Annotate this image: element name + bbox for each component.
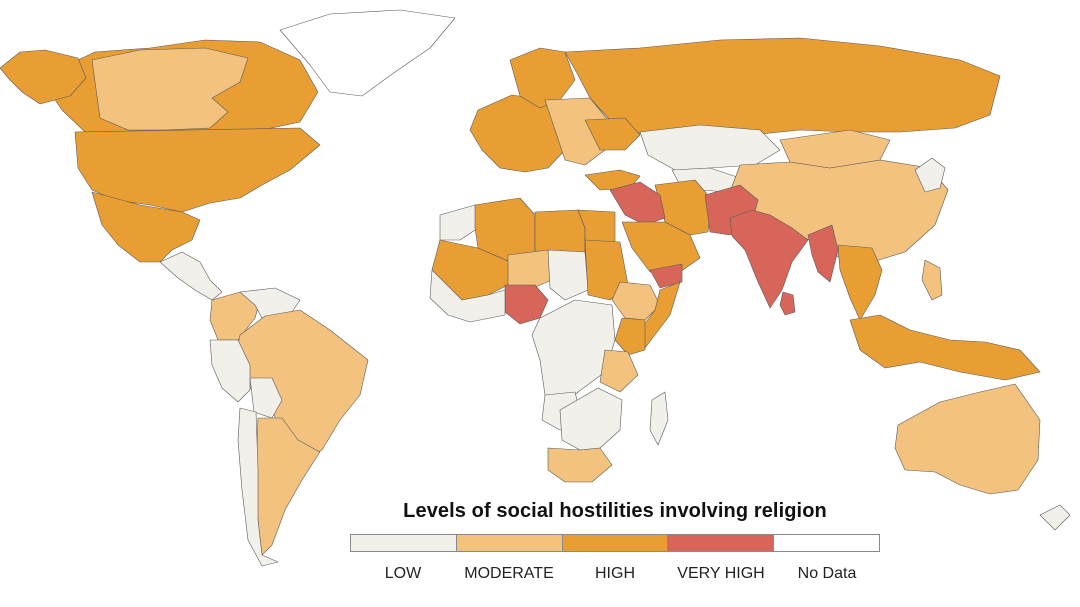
region-indonesia (849, 314, 1041, 381)
legend-label-high: HIGH (595, 565, 635, 582)
region-australia (894, 383, 1041, 495)
region-tanzania (599, 349, 639, 393)
region-south-africa (547, 447, 613, 483)
legend-label-moderate: MODERATE (464, 565, 554, 582)
region-yemen (649, 263, 683, 289)
region-kazakhstan (639, 124, 781, 171)
region-bolivia (249, 377, 283, 419)
legend-swatch-very-high (668, 535, 775, 551)
region-saudi-arabia (621, 221, 701, 273)
legend-label-no-data: No Data (797, 565, 857, 582)
region-sri-lanka (779, 291, 796, 316)
region-mongolia (779, 129, 891, 169)
legend-swatch-low (351, 535, 457, 551)
region-west-africa (429, 269, 506, 323)
region-alaska (0, 49, 87, 105)
region-ukraine (584, 117, 641, 151)
region-kenya (614, 317, 646, 356)
legend-swatch-high (562, 535, 669, 551)
legend-swatch-no-data (774, 535, 879, 551)
region-greenland (279, 9, 456, 97)
legend-swatch-moderate (456, 535, 563, 551)
legend-label-low: LOW (384, 565, 422, 582)
legend-labels: LOW MODERATE HIGH VERY HIGH No Data (350, 565, 880, 583)
region-india (729, 209, 809, 309)
region-iraq-syria (609, 181, 666, 226)
region-central-africa (531, 299, 616, 411)
legend-label-very-high: VERY HIGH (677, 565, 765, 582)
region-peru (209, 339, 251, 403)
region-madagascar (649, 391, 669, 446)
region-new-zealand (1039, 504, 1071, 531)
region-turkey (584, 169, 641, 191)
region-chad (547, 249, 589, 301)
legend-bar (350, 534, 880, 552)
legend-title: Levels of social hostilities involving r… (403, 500, 827, 522)
region-chile (237, 407, 279, 567)
region-japan-korea (914, 157, 946, 193)
region-philippines (921, 259, 943, 301)
region-mexico (91, 191, 201, 263)
region-morocco (439, 204, 479, 241)
region-niger (507, 249, 553, 291)
region-russia (564, 37, 1001, 139)
region-central-america (159, 251, 223, 301)
region-southern-africa (559, 387, 623, 451)
region-northern-canada (91, 47, 249, 131)
region-southeast-asia (837, 244, 883, 321)
region-myanmar (807, 224, 839, 283)
region-scandinavia (509, 47, 576, 109)
region-united-states (74, 127, 321, 213)
